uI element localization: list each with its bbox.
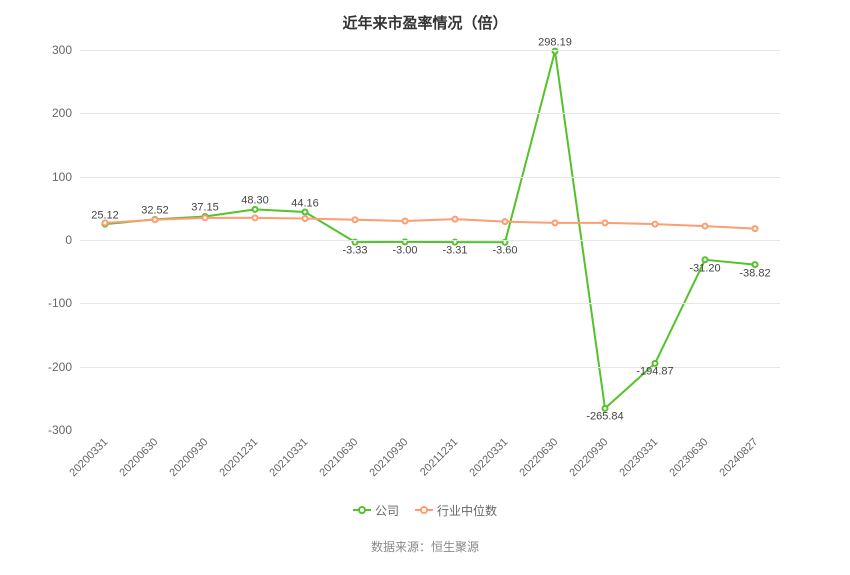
x-tick-label: 20211231	[418, 436, 461, 479]
data-point[interactable]	[253, 207, 258, 212]
x-tick-label: 20220630	[517, 436, 560, 479]
y-tick-label: -100	[48, 296, 72, 310]
source-note: 数据来源：恒生聚源	[0, 538, 850, 555]
data-point[interactable]	[303, 210, 308, 215]
grid-line	[80, 113, 780, 114]
data-point[interactable]	[603, 220, 608, 225]
x-tick-label: 20201231	[217, 436, 260, 479]
x-tick-label: 20200930	[167, 436, 210, 479]
grid-line	[80, 177, 780, 178]
grid-line	[80, 50, 780, 51]
data-point[interactable]	[703, 257, 708, 262]
y-tick-label: 200	[52, 106, 72, 120]
plot-area: -300-200-1000100200300202003312020063020…	[80, 50, 780, 430]
data-point[interactable]	[153, 217, 158, 222]
data-point[interactable]	[353, 217, 358, 222]
data-point[interactable]	[203, 215, 208, 220]
x-tick-label: 20210331	[267, 436, 310, 479]
legend-swatch	[353, 505, 371, 515]
legend-label: 行业中位数	[437, 502, 497, 519]
data-point[interactable]	[653, 361, 658, 366]
x-tick-label: 20220930	[567, 436, 610, 479]
grid-line	[80, 240, 780, 241]
data-point[interactable]	[303, 216, 308, 221]
source-note-label: 数据来源：	[371, 540, 431, 554]
data-point[interactable]	[453, 217, 458, 222]
series-line	[105, 51, 755, 408]
x-tick-label: 20230630	[667, 436, 710, 479]
legend-label: 公司	[375, 502, 399, 519]
data-point[interactable]	[653, 222, 658, 227]
grid-line	[80, 303, 780, 304]
data-point[interactable]	[103, 220, 108, 225]
data-point[interactable]	[703, 224, 708, 229]
x-tick-label: 20200630	[117, 436, 160, 479]
data-point[interactable]	[753, 262, 758, 267]
data-point[interactable]	[253, 215, 258, 220]
y-tick-label: 0	[65, 233, 72, 247]
x-tick-label: 20230331	[617, 436, 660, 479]
legend: 公司 行业中位数	[0, 502, 850, 521]
data-point[interactable]	[503, 219, 508, 224]
y-tick-label: -200	[48, 360, 72, 374]
source-note-value: 恒生聚源	[431, 540, 479, 554]
x-tick-label: 20210630	[317, 436, 360, 479]
legend-item[interactable]: 公司	[353, 502, 399, 519]
x-tick-label: 20210930	[367, 436, 410, 479]
y-tick-label: 300	[52, 43, 72, 57]
grid-line	[80, 367, 780, 368]
x-tick-label: 20200331	[67, 436, 110, 479]
y-tick-label: -300	[48, 423, 72, 437]
value-label: 298.19	[538, 37, 572, 49]
data-point[interactable]	[603, 406, 608, 411]
data-point[interactable]	[403, 219, 408, 224]
chart-title: 近年来市盈率情况（倍）	[0, 0, 850, 33]
legend-item[interactable]: 行业中位数	[415, 502, 497, 519]
x-tick-label: 20220331	[467, 436, 510, 479]
x-tick-label: 20240827	[717, 436, 760, 479]
data-point[interactable]	[553, 220, 558, 225]
y-tick-label: 100	[52, 170, 72, 184]
data-point[interactable]	[753, 226, 758, 231]
legend-swatch	[415, 505, 433, 515]
